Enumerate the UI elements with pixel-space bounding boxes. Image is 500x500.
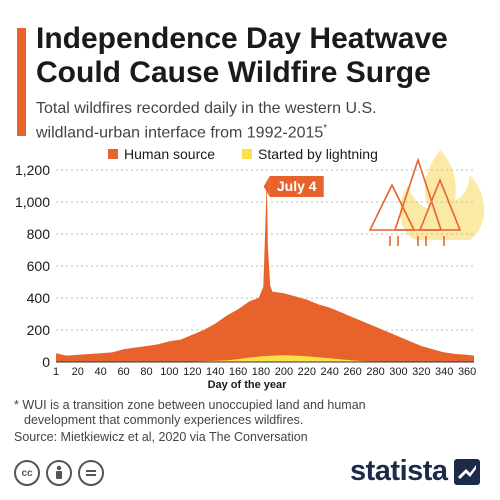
x-tick-label: 1 (53, 366, 59, 378)
x-tick-label: 220 (298, 366, 316, 378)
cc-icon[interactable]: cc (14, 460, 40, 486)
x-tick-label: 320 (412, 366, 430, 378)
flame-icon (368, 150, 485, 246)
chart-title-line1: Independence Day Heatwave (36, 22, 448, 55)
x-tick-label: 40 (95, 366, 107, 378)
y-tick-label: 200 (27, 322, 51, 338)
y-tick-label: 800 (27, 226, 51, 242)
chart-subtitle-line1: Total wildfires recorded daily in the we… (36, 100, 377, 117)
x-tick-label: 20 (72, 366, 84, 378)
x-tick-label: 100 (160, 366, 178, 378)
accent-bar (17, 28, 26, 136)
chart-subtitle: Total wildfires recorded daily in the we… (36, 99, 476, 143)
brand-name: statista (350, 455, 448, 487)
x-tick-label: 120 (183, 366, 201, 378)
statista-mark-icon (453, 458, 480, 485)
x-tick-label: 180 (252, 366, 270, 378)
x-tick-label: 60 (117, 366, 129, 378)
annotation-box (269, 176, 324, 197)
annotation-label: July 4 (277, 178, 317, 194)
x-tick-label: 80 (140, 366, 152, 378)
y-tick-label: 0 (42, 354, 50, 370)
x-tick-label: 140 (206, 366, 224, 378)
license-icons: cc (14, 460, 104, 486)
x-tick-label: 340 (435, 366, 453, 378)
x-tick-label: 240 (321, 366, 339, 378)
x-tick-label: 260 (343, 366, 361, 378)
no-derivatives-icon[interactable] (78, 460, 104, 486)
brand-logo[interactable]: statista (350, 455, 480, 488)
legend-swatch (242, 149, 252, 159)
x-axis-label: Day of the year (208, 379, 288, 391)
x-tick-label: 200 (275, 366, 293, 378)
chart-subtitle-line2: wildland-urban interface from 1992-2015 (36, 124, 324, 142)
x-tick-label: 300 (389, 366, 407, 378)
footnote: * WUI is a transition zone between unocc… (14, 398, 484, 428)
y-tick-label: 1,200 (15, 162, 50, 178)
footnote-marker: * (323, 123, 328, 134)
y-tick-label: 1,000 (15, 194, 50, 210)
legend-label: Started by lightning (258, 146, 378, 162)
footnote-line1: * WUI is a transition zone between unocc… (14, 398, 366, 412)
chart-title: Independence Day Heatwave Could Cause Wi… (36, 22, 486, 90)
footnote-line2: development that commonly experiences wi… (24, 413, 304, 427)
x-tick-label: 280 (366, 366, 384, 378)
legend-swatch (108, 149, 118, 159)
series-area-human-source (56, 178, 474, 362)
y-tick-label: 600 (27, 258, 51, 274)
x-tick-label: 360 (458, 366, 476, 378)
chart-title-line2: Could Cause Wildfire Surge (36, 56, 431, 89)
attribution-icon[interactable] (46, 460, 72, 486)
x-tick-label: 160 (229, 366, 247, 378)
y-tick-label: 400 (27, 290, 51, 306)
legend-label: Human source (124, 146, 215, 162)
annotation-pointer (263, 176, 270, 197)
series-area-lightning (56, 355, 474, 362)
source-text: Source: Mietkiewicz et al, 2020 via The … (14, 430, 308, 444)
